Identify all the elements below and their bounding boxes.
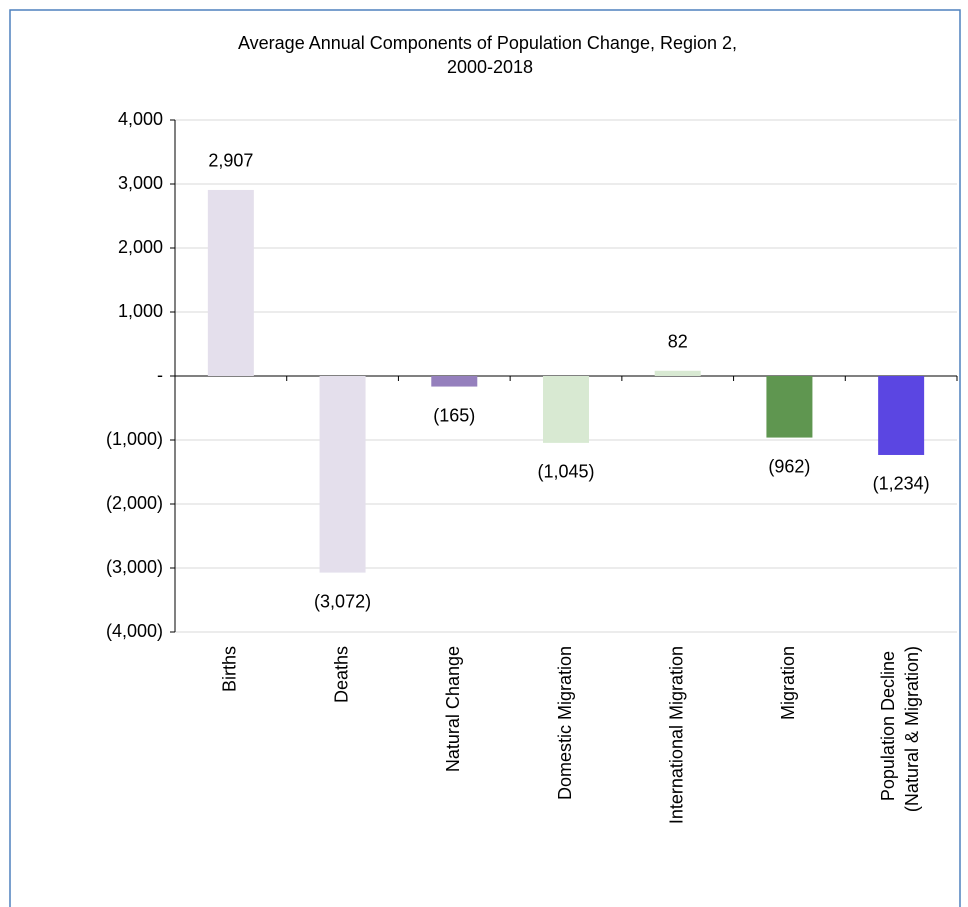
data-label: (1,234) [873,474,930,494]
y-tick-label: - [157,365,163,385]
bar [766,376,813,438]
bar [319,376,366,573]
x-tick-label: International Migration [666,646,686,824]
data-label: (962) [768,456,810,476]
y-tick-label: 1,000 [118,301,163,321]
chart-title: Average Annual Components of Population … [238,33,742,77]
x-tick-label: Domestic Migration [555,646,575,800]
y-tick-label: 4,000 [118,109,163,129]
x-tick-label: Migration [778,646,798,720]
x-tick-label: Natural Change [443,646,463,772]
data-label: 2,907 [208,151,253,171]
frame [9,9,961,907]
y-tick-label: 3,000 [118,173,163,193]
data-label: (165) [433,405,475,425]
data-label: (1,045) [537,462,594,482]
x-tick-label: Deaths [331,646,351,703]
data-label: 82 [668,332,688,352]
bar [878,376,925,455]
bar [654,370,701,376]
y-tick-label: (2,000) [106,493,163,513]
x-tick-label: Births [220,646,240,692]
y-tick-label: (1,000) [106,429,163,449]
y-tick-label: 2,000 [118,237,163,257]
y-tick-label: (3,000) [106,557,163,577]
bar [543,376,589,443]
data-label: (3,072) [314,591,371,611]
x-tick-label: Population Decline (Natural & Migration) [878,646,922,812]
y-tick-label: (4,000) [106,621,163,641]
bar [431,376,478,387]
bar [207,189,254,376]
